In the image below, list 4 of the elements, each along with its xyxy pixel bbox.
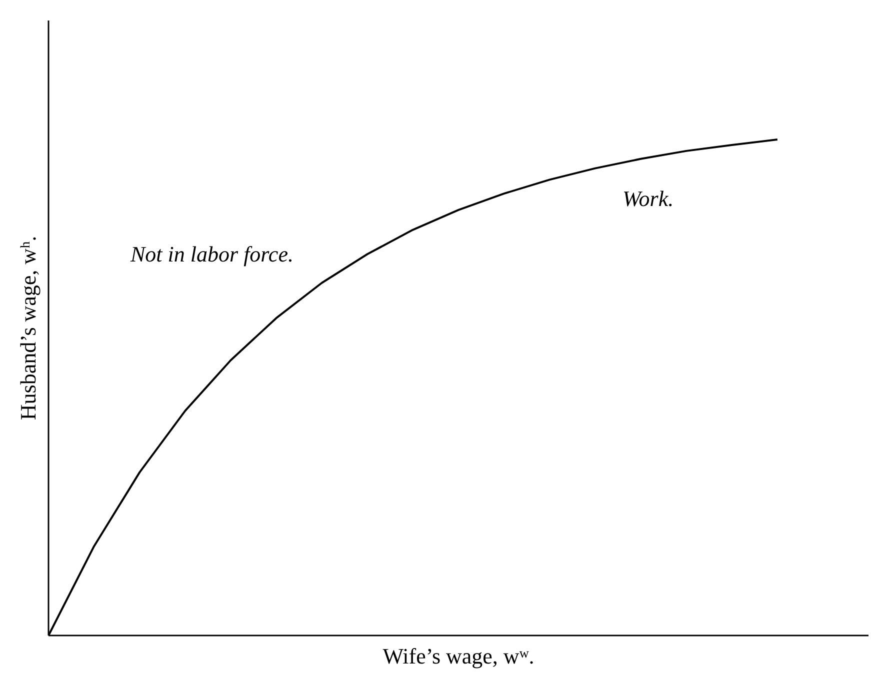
x-axis-title: Wife’s wage, wʷ. <box>382 644 534 668</box>
annotation: Work. <box>622 186 674 212</box>
annotation: Not in labor force. <box>130 242 294 266</box>
y-axis-title: Husband’s wage, wʰ. <box>16 236 40 420</box>
